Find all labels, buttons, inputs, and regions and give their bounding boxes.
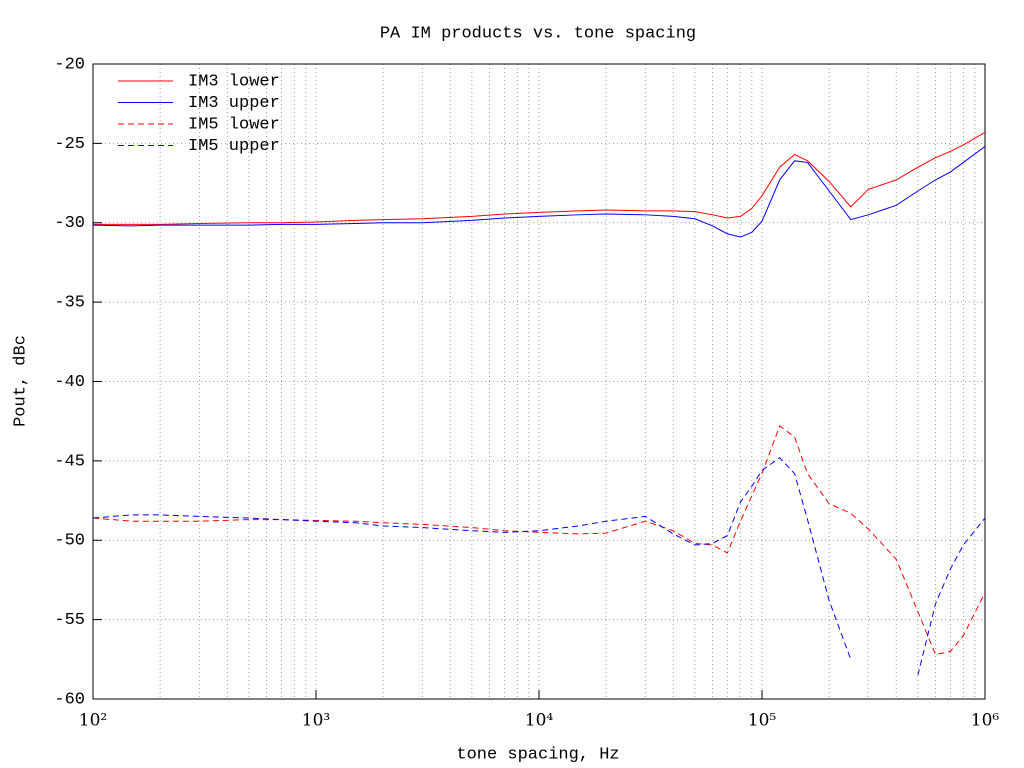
legend-label: IM3 upper — [188, 94, 280, 113]
data-line — [93, 146, 985, 238]
x-axis-label: tone spacing, Hz — [456, 745, 619, 764]
x-tick-label: 10⁶ — [971, 711, 1000, 731]
y-tick-label: -55 — [54, 611, 85, 630]
y-tick-label: -20 — [54, 55, 85, 74]
chart-title: PA IM products vs. tone spacing — [380, 24, 696, 43]
y-tick-label: -50 — [54, 532, 85, 551]
y-tick-label: -30 — [54, 214, 85, 233]
x-tick-label: 10³ — [302, 711, 330, 731]
data-line — [93, 457, 985, 676]
data-line — [93, 425, 985, 656]
y-tick-label: -40 — [54, 373, 85, 392]
x-tick-label: 10² — [79, 711, 107, 731]
y-tick-label: -60 — [54, 690, 85, 709]
x-tick-label: 10⁵ — [748, 711, 777, 731]
plot-border — [92, 63, 986, 700]
y-tick-label: -35 — [54, 294, 85, 313]
y-tick-label: -45 — [54, 452, 85, 471]
y-tick-label: -25 — [54, 135, 85, 154]
y-axis-label: Pout, dBc — [11, 335, 30, 427]
x-tick-label: 10⁴ — [525, 711, 554, 731]
data-line — [93, 131, 985, 225]
legend-label: IM3 lower — [188, 72, 280, 91]
legend-label: IM5 lower — [188, 115, 280, 134]
legend-label: IM5 upper — [188, 137, 280, 156]
